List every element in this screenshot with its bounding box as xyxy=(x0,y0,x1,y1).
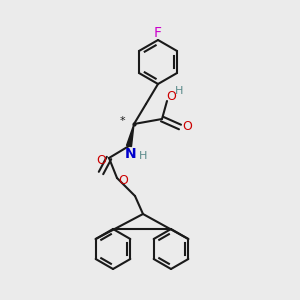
Polygon shape xyxy=(127,124,134,147)
Text: *: * xyxy=(119,116,125,126)
Text: F: F xyxy=(154,26,162,40)
Text: O: O xyxy=(166,91,176,103)
Text: H: H xyxy=(175,86,183,96)
Text: O: O xyxy=(118,175,128,188)
Text: O: O xyxy=(182,121,192,134)
Text: O: O xyxy=(96,154,106,167)
Text: H: H xyxy=(139,151,147,161)
Text: N: N xyxy=(125,147,137,161)
